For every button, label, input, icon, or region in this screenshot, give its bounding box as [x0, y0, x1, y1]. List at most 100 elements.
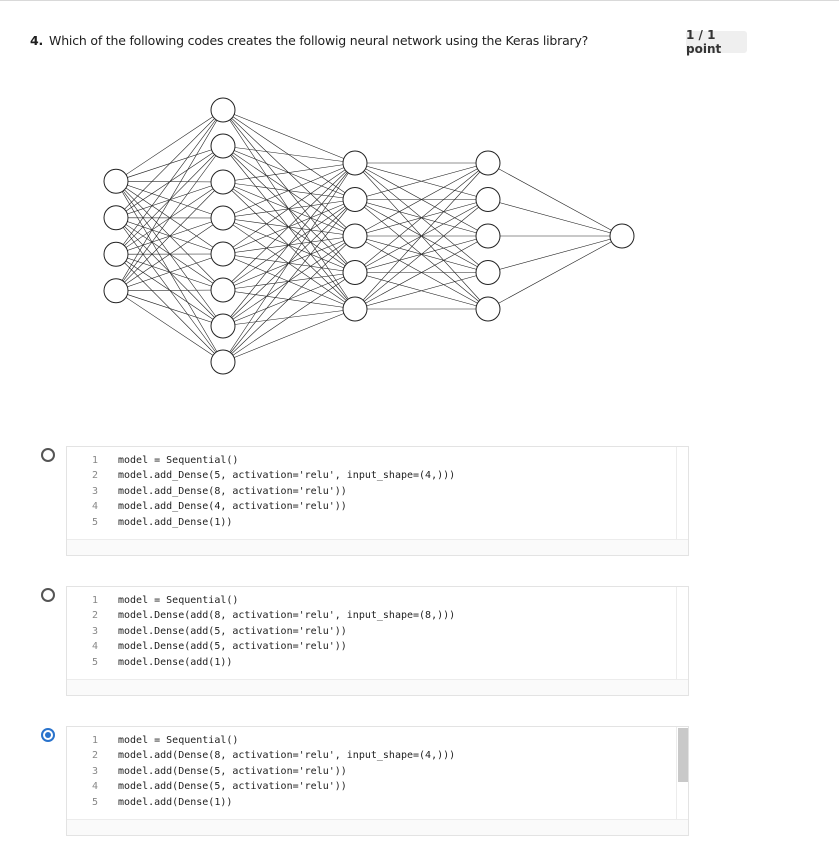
connection-line — [115, 290, 224, 327]
radio-button-option-1[interactable] — [41, 448, 55, 462]
connection-line — [487, 199, 623, 237]
connection-line — [354, 162, 489, 310]
neuron-layer-3 — [342, 296, 368, 322]
neuron-layer-2 — [210, 133, 236, 159]
code-text: model.add(Dense(1)) — [118, 796, 233, 808]
horizontal-scrollbar[interactable] — [67, 679, 688, 695]
line-number: 5 — [91, 656, 98, 668]
neuron-layer-1 — [103, 168, 129, 194]
neuron-layer-2 — [210, 277, 236, 303]
code-text: model.add(Dense(5, activation='relu')) — [118, 781, 347, 793]
code-text: model.add(Dense(5, activation='relu')) — [118, 765, 347, 777]
line-number: 2 — [91, 610, 98, 622]
code-text: model.Dense(add(8, activation='relu', in… — [118, 610, 456, 622]
line-number: 5 — [91, 516, 98, 528]
neuron-layer-2 — [210, 97, 236, 123]
code-line: 3 model.add_Dense(8, activation='relu')) — [67, 484, 675, 499]
score-badge: 1 / 1 point — [686, 28, 747, 56]
connection-line — [115, 109, 224, 291]
question-text: Which of the following codes creates the… — [49, 33, 589, 48]
scrollbar-thumb[interactable] — [678, 728, 688, 782]
connection-line — [222, 145, 356, 164]
line-number: 3 — [91, 765, 98, 777]
neuron-layer-4 — [475, 187, 501, 212]
network-connections — [115, 109, 623, 363]
question-number: 4. — [30, 33, 44, 48]
neuron-layer-3 — [342, 187, 368, 212]
connection-line — [487, 162, 623, 237]
neuron-layer-5 — [609, 223, 635, 249]
code-line: 1 model = Sequential() — [67, 733, 675, 748]
code-line: 5 model.Dense(add(1)) — [67, 655, 675, 670]
code-block-option-1: 1 model = Sequential() 2 model.add_Dense(5… — [66, 446, 689, 556]
connection-line — [115, 145, 224, 291]
code-text: model.add_Dense(1)) — [118, 516, 233, 528]
connection-line — [115, 109, 224, 255]
line-number: 3 — [91, 485, 98, 497]
horizontal-scrollbar[interactable] — [67, 539, 688, 555]
question-prompt: 4. Which of the following codes creates t… — [30, 33, 588, 48]
code-text: model.Dense(add(1)) — [118, 656, 233, 668]
code-block-option-2: 1 model = Sequential() 2 model.Dense(add(8… — [66, 586, 689, 696]
line-number: 2 — [91, 750, 98, 762]
line-number: 1 — [91, 455, 98, 466]
neuron-layer-1 — [103, 278, 129, 304]
code-block-option-3: 1 model = Sequential() 2 model.add(Dense(8… — [66, 726, 689, 836]
code-line: 1 model = Sequential() — [67, 453, 675, 468]
connection-line — [115, 217, 224, 291]
code-line: 4 model.Dense(add(5, activation='relu')) — [67, 639, 675, 654]
neuron-layer-4 — [475, 296, 501, 322]
connection-line — [115, 289, 224, 292]
neuron-layer-2 — [210, 205, 236, 231]
neuron-layer-4 — [475, 150, 501, 176]
top-divider — [0, 0, 839, 1]
connection-line — [354, 162, 489, 273]
connection-line — [222, 199, 356, 363]
code-line: 3 model.add(Dense(5, activation='relu')) — [67, 764, 675, 779]
line-number: 5 — [91, 796, 98, 808]
neuron-layer-2 — [210, 169, 236, 195]
code-text: model = Sequential() — [118, 455, 239, 466]
neuron-layer-3 — [342, 150, 368, 176]
code-line: 4 model.add(Dense(5, activation='relu')) — [67, 779, 675, 794]
code-text: model.Dense(add(5, activation='relu')) — [118, 641, 347, 653]
neural-network-diagram — [103, 97, 635, 375]
connection-line — [222, 162, 356, 363]
connection-line — [354, 162, 489, 200]
code-text: model.add_Dense(8, activation='relu')) — [118, 485, 347, 497]
vertical-scrollbar[interactable] — [676, 587, 688, 681]
connection-line — [222, 162, 356, 327]
vertical-scrollbar[interactable] — [676, 447, 688, 541]
line-number: 4 — [91, 501, 98, 513]
code-text: model.add_Dense(4, activation='relu')) — [118, 501, 347, 513]
code-line: 5 model.add(Dense(1)) — [67, 795, 675, 810]
line-number: 1 — [91, 595, 98, 606]
radio-button-option-3[interactable] — [41, 728, 55, 742]
line-number: 3 — [91, 625, 98, 637]
code-line: 3 model.Dense(add(5, activation='relu')) — [67, 624, 675, 639]
connection-line — [222, 272, 356, 363]
horizontal-scrollbar[interactable] — [67, 819, 688, 835]
connection-line — [115, 109, 224, 218]
network-neurons — [103, 97, 635, 375]
code-line: 1 model = Sequential() — [67, 593, 675, 608]
connection-line — [222, 308, 356, 363]
code-text: model.Dense(add(5, activation='relu')) — [118, 625, 347, 637]
neuron-layer-2 — [210, 313, 236, 339]
neuron-layer-3 — [342, 223, 368, 249]
code-line: 5 model.add_Dense(1)) — [67, 515, 675, 530]
neuron-layer-4 — [475, 223, 501, 249]
connection-line — [487, 235, 623, 310]
line-number: 4 — [91, 781, 98, 793]
line-number: 2 — [91, 470, 98, 482]
connection-line — [115, 290, 224, 363]
vertical-scrollbar[interactable] — [676, 727, 688, 821]
connection-line — [222, 162, 356, 219]
connection-line — [115, 181, 224, 291]
code-text: model.add_Dense(5, activation='relu', in… — [118, 470, 456, 482]
code-line: 2 model.Dense(add(8, activation='relu', i… — [67, 608, 675, 623]
radio-button-option-2[interactable] — [41, 588, 55, 602]
connection-line — [354, 162, 489, 237]
code-text: model = Sequential() — [118, 735, 239, 746]
connection-line — [222, 162, 356, 183]
